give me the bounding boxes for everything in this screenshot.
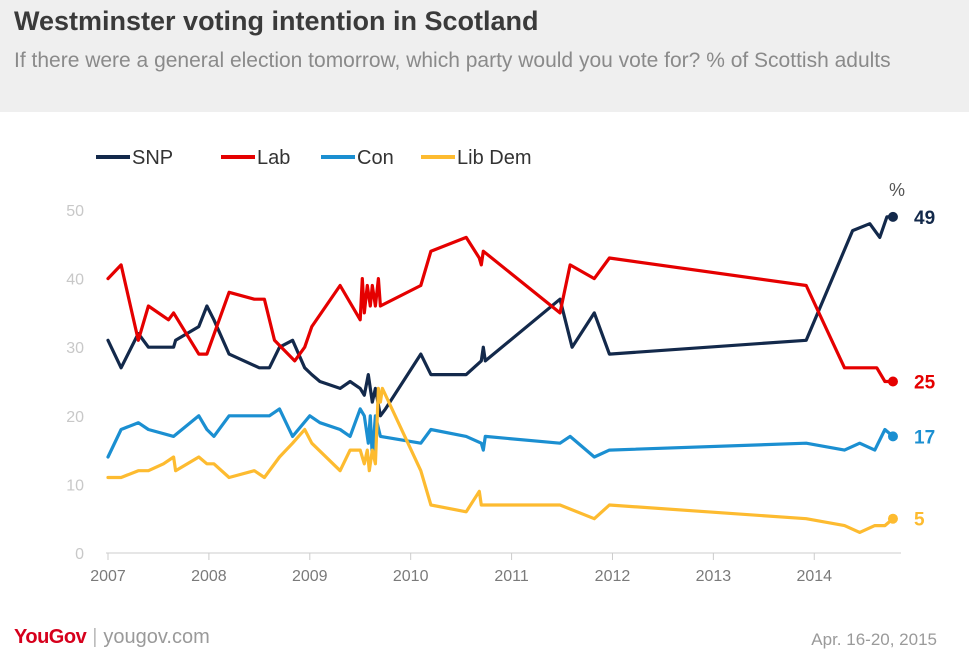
end-label-snp: 49 <box>914 208 935 229</box>
y-tick-label: 0 <box>75 546 84 563</box>
series-line-snp <box>106 215 895 418</box>
legend-label-lib-dem: Lib Dem <box>457 147 531 169</box>
footer-separator: | <box>92 626 98 648</box>
x-tick-label: 2013 <box>696 568 732 585</box>
x-tick-label: 2008 <box>191 568 227 585</box>
x-tick-label: 2014 <box>796 568 832 585</box>
y-tick-label: 50 <box>66 203 84 220</box>
y-tick-label: 40 <box>66 272 84 289</box>
x-tick-label: 2007 <box>90 568 126 585</box>
series-line-lab <box>106 235 895 384</box>
end-label-lib-dem: 5 <box>914 510 925 531</box>
legend-label-lab: Lab <box>257 147 290 169</box>
chart-title: Westminster voting intention in Scotland <box>14 6 539 36</box>
y-axis: 0 10 20 30 40 50 <box>66 203 84 563</box>
x-tick-label: 2012 <box>595 568 631 585</box>
end-label-lab: 25 <box>914 373 936 394</box>
x-tick-label: 2011 <box>494 568 529 585</box>
legend-label-snp: SNP <box>132 147 173 169</box>
chart-header: Westminster voting intention in Scotland… <box>0 0 969 112</box>
y-tick-label: 30 <box>66 340 84 357</box>
end-marker-lib-dem <box>887 513 898 524</box>
end-label-con: 17 <box>914 427 935 448</box>
end-marker-snp <box>887 211 898 222</box>
end-marker-con <box>887 431 898 442</box>
footer-url[interactable]: yougov.com <box>103 626 210 648</box>
unit-label: % <box>889 180 905 200</box>
survey-date: Apr. 16-20, 2015 <box>811 630 937 649</box>
yougov-logo: YouGov <box>14 626 87 648</box>
chart-legend: SNP Lab Con Lib Dem <box>96 147 531 169</box>
y-tick-label: 20 <box>66 409 84 426</box>
end-marker-lab <box>887 376 898 387</box>
x-tick-label: 2010 <box>393 568 429 585</box>
footer-brand: YouGov | yougov.com <box>14 626 210 649</box>
x-axis: 2007 2008 2009 2010 2011 2012 2013 2014 <box>90 552 901 585</box>
x-tick-label: 2009 <box>292 568 328 585</box>
y-tick-label: 10 <box>66 477 84 494</box>
series-line-con <box>106 407 895 459</box>
series-line-lib-dem <box>106 386 895 534</box>
plot-area: 49 25 17 5 <box>106 208 936 534</box>
legend-label-con: Con <box>357 147 394 169</box>
chart-subtitle: If there were a general election tomorro… <box>14 49 891 72</box>
